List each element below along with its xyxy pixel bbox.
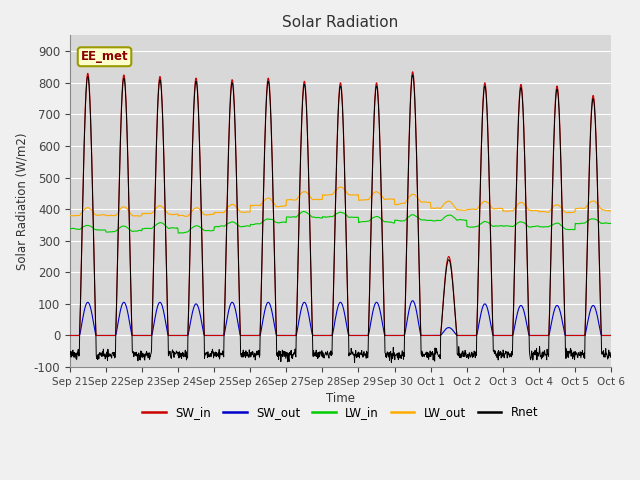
Legend: SW_in, SW_out, LW_in, LW_out, Rnet: SW_in, SW_out, LW_in, LW_out, Rnet: [138, 402, 543, 424]
X-axis label: Time: Time: [326, 392, 355, 405]
Text: EE_met: EE_met: [81, 50, 129, 63]
Y-axis label: Solar Radiation (W/m2): Solar Radiation (W/m2): [15, 132, 28, 270]
Title: Solar Radiation: Solar Radiation: [282, 15, 399, 30]
